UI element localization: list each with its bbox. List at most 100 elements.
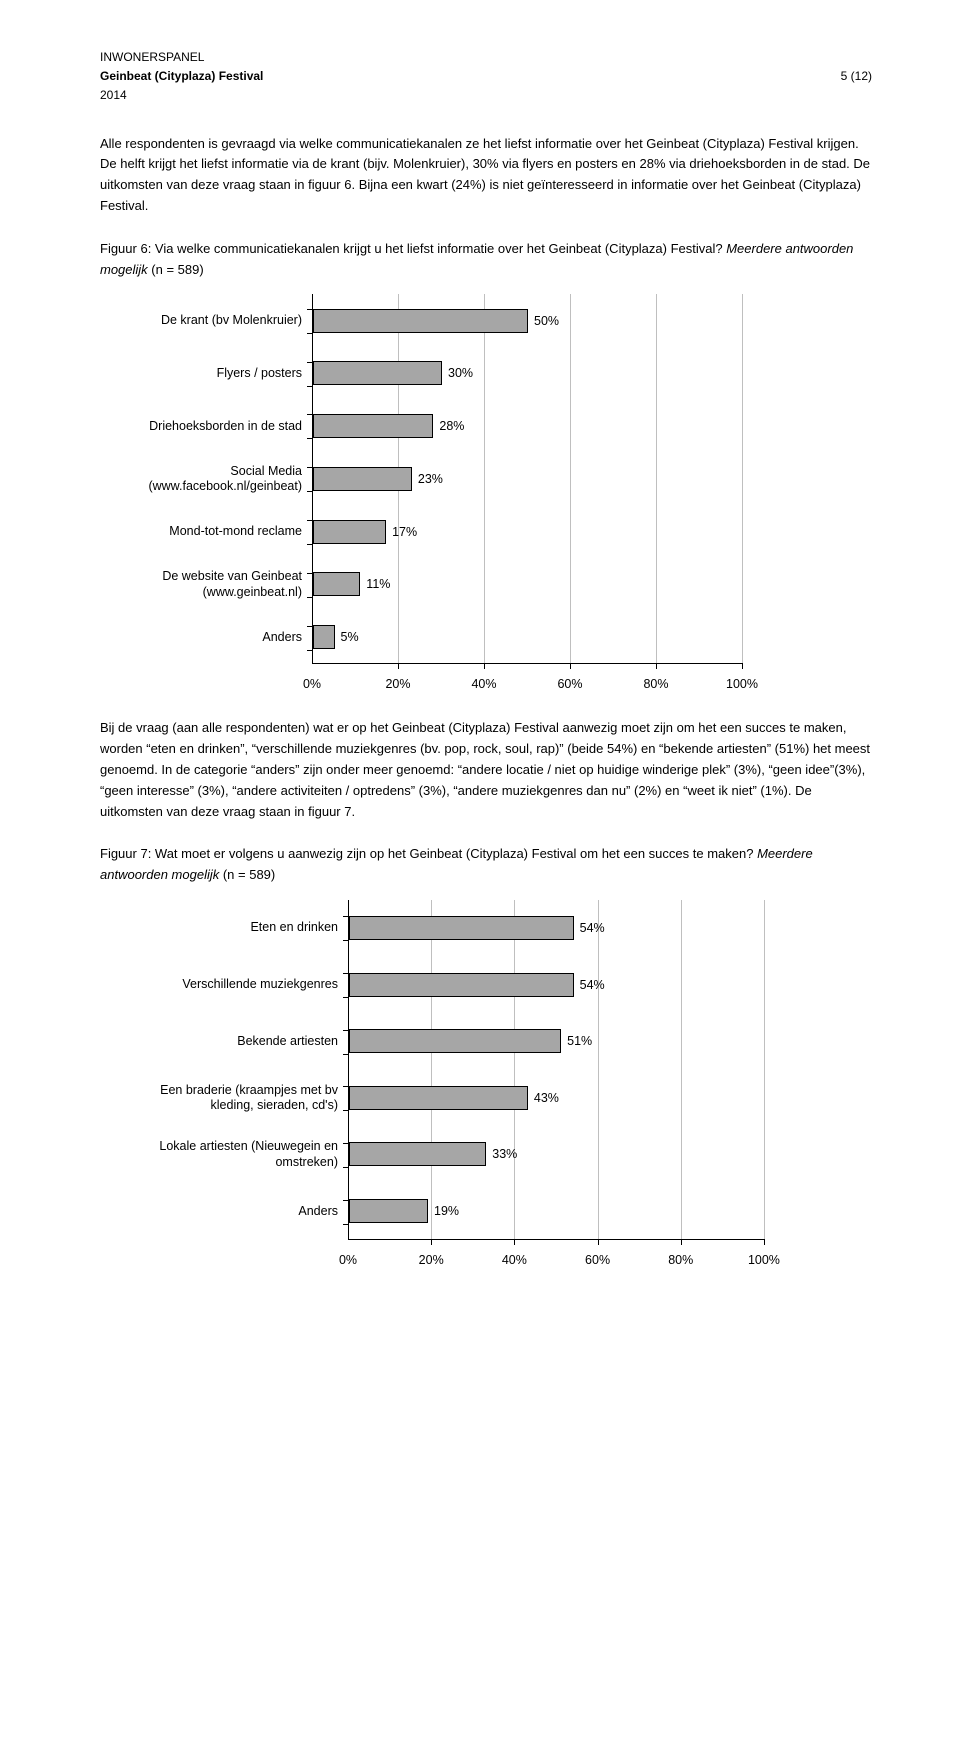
chart-gridline xyxy=(514,900,515,1239)
chart-bar-row: 28% xyxy=(313,414,742,438)
chart-xaxis: 0%20%40%60%80%100% xyxy=(348,1250,764,1270)
chart-bar-row: 54% xyxy=(349,916,764,940)
chart-ytick xyxy=(343,997,349,998)
chart-bar xyxy=(313,625,335,649)
chart-ytick xyxy=(343,1110,349,1111)
chart-bar-value: 30% xyxy=(448,363,473,383)
chart-ytick xyxy=(307,333,313,334)
chart-category-label: Flyers / posters xyxy=(100,347,302,400)
chart-bar-row: 5% xyxy=(313,625,742,649)
figure6-caption-tail: (n = 589) xyxy=(148,262,204,277)
chart-bar-value: 50% xyxy=(534,311,559,331)
figure7-caption: Figuur 7: Wat moet er volgens u aanwezig… xyxy=(100,844,872,886)
header-year: 2014 xyxy=(100,86,872,105)
chart-tick xyxy=(656,663,657,669)
chart-category-label: Een braderie (kraampjes met bvkleding, s… xyxy=(100,1070,338,1127)
chart-bar xyxy=(349,1086,528,1110)
chart-xaxis-label: 40% xyxy=(494,1250,534,1270)
chart-bar-value: 54% xyxy=(580,975,605,995)
chart-xaxis-label: 80% xyxy=(661,1250,701,1270)
chart-category-label: Bekende artiesten xyxy=(100,1013,338,1070)
chart-bar xyxy=(313,361,442,385)
chart-category-label: Eten en drinken xyxy=(100,900,338,957)
paragraph-2: Bij de vraag (aan alle respondenten) wat… xyxy=(100,718,872,822)
chart-category-label: Anders xyxy=(100,1183,338,1240)
chart-bar xyxy=(349,1199,428,1223)
chart-bar-row: 33% xyxy=(349,1142,764,1166)
chart-category-label: Lokale artiesten (Nieuwegein enomstreken… xyxy=(100,1127,338,1184)
chart-bar-value: 23% xyxy=(418,469,443,489)
figure6-chart: De krant (bv Molenkruier)Flyers / poster… xyxy=(100,294,872,694)
chart-ytick xyxy=(307,438,313,439)
chart-ytick xyxy=(307,544,313,545)
chart-bar-value: 54% xyxy=(580,918,605,938)
chart-gridline xyxy=(742,294,743,663)
chart-xaxis-label: 60% xyxy=(550,674,590,694)
chart-tick xyxy=(514,1239,515,1245)
header-title: Geinbeat (Cityplaza) Festival xyxy=(100,67,263,86)
chart-xaxis-label: 20% xyxy=(378,674,418,694)
page-number: 5 (12) xyxy=(841,67,872,86)
figure6-caption-lead: Figuur 6: Via welke communicatiekanalen … xyxy=(100,241,723,256)
chart-category-label: De krant (bv Molenkruier) xyxy=(100,294,302,347)
chart-bar-row: 30% xyxy=(313,361,742,385)
chart-category-label: Social Media(www.facebook.nl/geinbeat) xyxy=(100,453,302,506)
chart-category-label: Verschillende muziekgenres xyxy=(100,957,338,1014)
chart-ytick xyxy=(343,940,349,941)
chart-bar xyxy=(313,414,433,438)
chart-xaxis-label: 60% xyxy=(578,1250,618,1270)
chart-bar-row: 50% xyxy=(313,309,742,333)
chart-bar-value: 28% xyxy=(439,416,464,436)
chart-ytick xyxy=(307,650,313,651)
chart-ytick xyxy=(307,491,313,492)
chart-gridline xyxy=(764,900,765,1239)
chart-category-label: De website van Geinbeat(www.geinbeat.nl) xyxy=(100,559,302,612)
chart-bar-row: 11% xyxy=(313,572,742,596)
chart-bar xyxy=(349,973,574,997)
chart-xaxis: 0%20%40%60%80%100% xyxy=(312,674,742,694)
header-line-1: INWONERSPANEL xyxy=(100,48,872,67)
chart-bar xyxy=(313,467,412,491)
chart-bar xyxy=(349,1029,561,1053)
chart-gridline xyxy=(431,900,432,1239)
chart-bar-value: 33% xyxy=(492,1144,517,1164)
chart-xaxis-label: 0% xyxy=(328,1250,368,1270)
figure7-caption-tail: (n = 589) xyxy=(219,867,275,882)
chart-xaxis-label: 20% xyxy=(411,1250,451,1270)
chart-ytick xyxy=(343,1167,349,1168)
chart-bar xyxy=(313,309,528,333)
chart-bar xyxy=(349,916,574,940)
chart-xaxis-label: 100% xyxy=(722,674,762,694)
chart-ytick xyxy=(343,1224,349,1225)
chart-ytick xyxy=(307,597,313,598)
chart-xaxis-label: 40% xyxy=(464,674,504,694)
chart-bar-value: 43% xyxy=(534,1088,559,1108)
chart-xaxis-label: 0% xyxy=(292,674,332,694)
chart-tick xyxy=(598,1239,599,1245)
chart-tick xyxy=(398,663,399,669)
chart-category-label: Mond-tot-mond reclame xyxy=(100,506,302,559)
chart-bar-value: 17% xyxy=(392,522,417,542)
chart-bar xyxy=(349,1142,486,1166)
chart-bar-value: 11% xyxy=(366,574,390,594)
chart-bar-row: 51% xyxy=(349,1029,764,1053)
chart-bar-value: 5% xyxy=(341,627,359,647)
figure6-caption: Figuur 6: Via welke communicatiekanalen … xyxy=(100,239,872,281)
chart-tick xyxy=(742,663,743,669)
chart-bar-value: 19% xyxy=(434,1201,459,1221)
chart-ytick xyxy=(307,386,313,387)
chart-bar xyxy=(313,520,386,544)
chart-tick xyxy=(431,1239,432,1245)
chart-bar-row: 23% xyxy=(313,467,742,491)
figure7-chart: Eten en drinkenVerschillende muziekgenre… xyxy=(100,900,872,1270)
paragraph-1: Alle respondenten is gevraagd via welke … xyxy=(100,134,872,217)
chart-tick xyxy=(681,1239,682,1245)
chart-category-label: Driehoeksborden in de stad xyxy=(100,400,302,453)
chart-xaxis-label: 80% xyxy=(636,674,676,694)
chart-bar-row: 17% xyxy=(313,520,742,544)
chart-bar-row: 19% xyxy=(349,1199,764,1223)
chart-category-label: Anders xyxy=(100,611,302,664)
chart-bar-value: 51% xyxy=(567,1031,592,1051)
chart-ytick xyxy=(343,1054,349,1055)
figure7-caption-lead: Figuur 7: Wat moet er volgens u aanwezig… xyxy=(100,846,753,861)
